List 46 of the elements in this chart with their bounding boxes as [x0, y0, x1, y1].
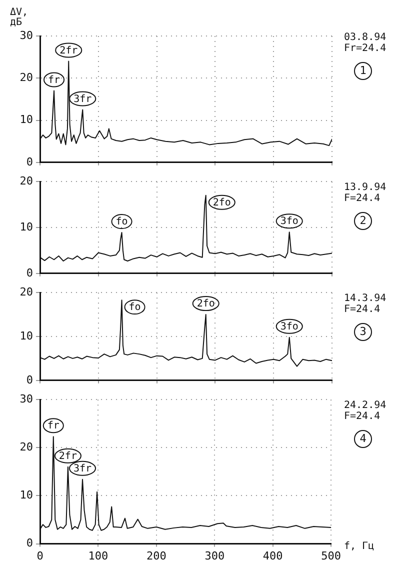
x-axis-title: f, Гц — [344, 541, 374, 552]
text: Fr=24.4 — [344, 43, 388, 54]
x-tick-label: 300 — [204, 549, 225, 562]
annotation: fo — [116, 216, 128, 228]
y-tick-label: 20 — [20, 440, 33, 454]
text: 3 — [354, 323, 372, 341]
y-tick-label: 10 — [20, 488, 33, 502]
text: 4 — [354, 430, 372, 448]
annotation: 2fo — [196, 298, 215, 310]
x-tick-label: 0 — [36, 549, 44, 562]
y-tick-label: 0 — [26, 373, 33, 386]
text: 24.2.94 — [344, 400, 388, 411]
text: 13.9.94 — [344, 182, 388, 193]
text: 03.8.94 — [344, 32, 388, 43]
annotation: fr — [48, 74, 60, 86]
text: F=24.4 — [344, 411, 382, 422]
annotation: 3fr — [73, 463, 92, 474]
y-tick-label: 0 — [26, 266, 33, 280]
annotation: 2fr — [58, 450, 77, 462]
y-tick-label: 0 — [26, 536, 33, 550]
annotation: 3fo — [280, 321, 298, 332]
text: F=24.4 — [344, 193, 382, 204]
annotation: fr — [47, 420, 60, 432]
y-tick-label: 10 — [20, 220, 33, 234]
text: 14.3.94 — [344, 293, 388, 304]
x-tick-label: 400 — [262, 549, 283, 562]
x-tick-label: 200 — [146, 549, 166, 562]
x-tick-label: 100 — [88, 549, 108, 562]
y-tick-label: 20 — [20, 70, 33, 84]
y-tick-label: 20 — [20, 285, 33, 298]
y-tick-label: 30 — [20, 392, 33, 406]
text: 1 — [354, 62, 372, 80]
y-tick-label: 10 — [20, 113, 33, 126]
text: 2 — [354, 212, 372, 230]
annotation: 3fr — [74, 94, 92, 105]
annotation: 2fr — [60, 45, 78, 56]
y-tick-label: 10 — [20, 329, 33, 342]
y-tick-label: 30 — [20, 28, 33, 42]
annotation: 3fo — [280, 216, 298, 228]
x-tick-label: 500 — [321, 549, 342, 562]
text: F=24.4 — [344, 304, 382, 315]
y-tick-label: 20 — [20, 174, 33, 188]
y-tick-label: 0 — [26, 155, 33, 168]
annotation: fo — [128, 302, 141, 314]
annotation: 2fo — [212, 197, 231, 208]
y-axis-title: ΔV, дБ — [10, 7, 30, 28]
